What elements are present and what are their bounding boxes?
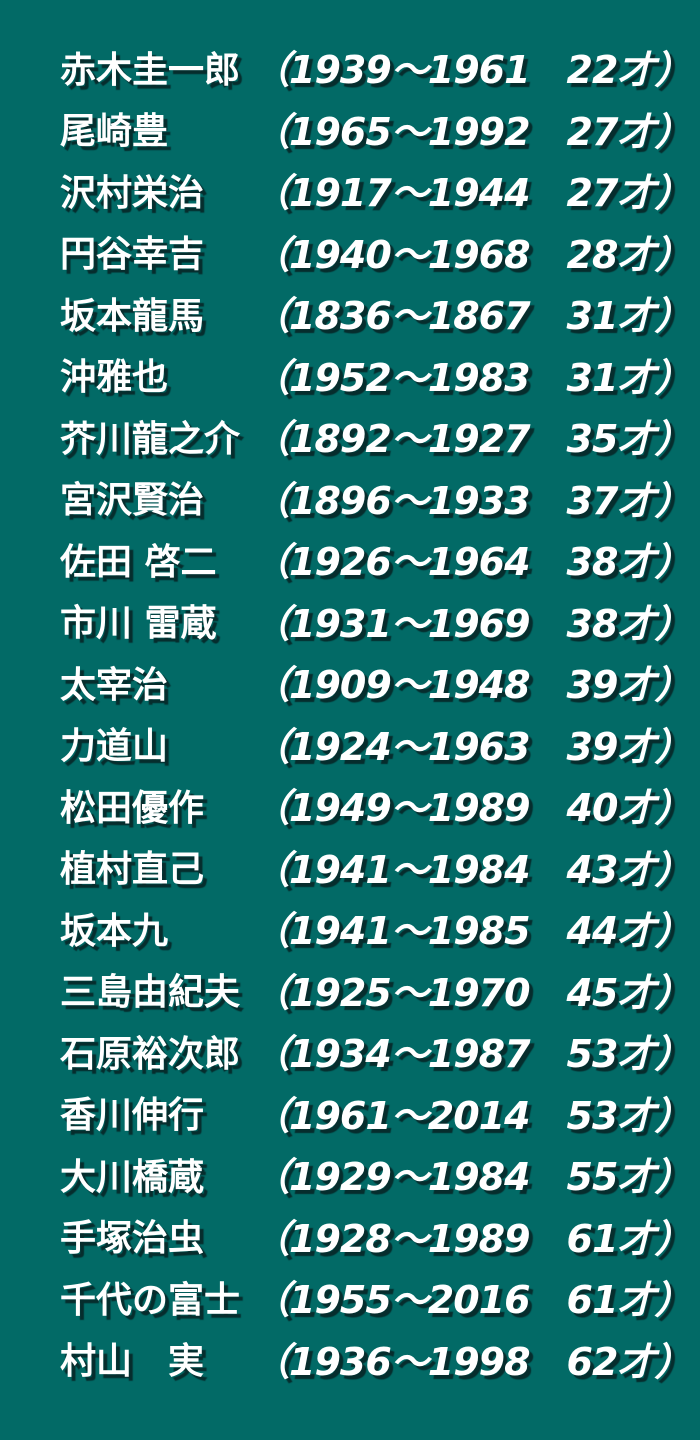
person-dates: （1924～1963 39才） xyxy=(252,724,692,769)
person-dates: （1961～2014 53才） xyxy=(252,1093,692,1138)
person-name: 宮沢賢治 xyxy=(60,480,205,522)
person-name: 円谷幸吉 xyxy=(60,234,205,276)
person-name: 香川伸行 xyxy=(60,1095,205,1137)
person-name: 大川橋蔵 xyxy=(60,1156,205,1198)
person-dates: （1955～2016 61才） xyxy=(252,1278,692,1323)
list-item: 三島由紀夫 （1925～1970 45才） xyxy=(60,959,700,1021)
person-name: 千代の富士 xyxy=(60,1279,241,1321)
list-item: 市川 雷蔵 （1931～1969 38才） xyxy=(60,590,700,652)
list-item: 石原裕次郎 （1934～1987 53才） xyxy=(60,1020,700,1082)
person-dates: （1941～1984 43才） xyxy=(252,847,692,892)
person-name: 沖雅也 xyxy=(60,357,169,399)
person-dates: （1940～1968 28才） xyxy=(252,232,692,277)
person-dates: （1941～1985 44才） xyxy=(252,909,692,954)
person-dates: （1917～1944 27才） xyxy=(252,171,692,216)
list-item: 村山 実 （1936～1998 62才） xyxy=(60,1328,700,1390)
person-name: 沢村栄治 xyxy=(60,172,205,214)
person-name: 石原裕次郎 xyxy=(60,1033,241,1075)
list-item: 沖雅也 （1952～1983 31才） xyxy=(60,344,700,406)
person-dates: （1929～1984 55才） xyxy=(252,1155,692,1200)
list-item: 坂本龍馬 （1836～1867 31才） xyxy=(60,282,700,344)
person-dates: （1965～1992 27才） xyxy=(252,109,692,154)
person-name: 坂本九 xyxy=(60,910,169,952)
list-item: 手塚治虫 （1928～1989 61才） xyxy=(60,1205,700,1267)
list-item: 赤木圭一郎 （1939～1961 22才） xyxy=(60,36,700,98)
list-item: 力道山 （1924～1963 39才） xyxy=(60,713,700,775)
person-name: 植村直己 xyxy=(60,849,205,891)
person-name: 市川 雷蔵 xyxy=(60,603,217,645)
person-name: 佐田 啓二 xyxy=(60,541,217,583)
person-name: 手塚治虫 xyxy=(60,1218,205,1260)
person-name: 太宰治 xyxy=(60,664,169,706)
list-item: 香川伸行 （1961～2014 53才） xyxy=(60,1082,700,1144)
list-item: 芥川龍之介 （1892～1927 35才） xyxy=(60,405,700,467)
list-item: 沢村栄治 （1917～1944 27才） xyxy=(60,159,700,221)
list-item: 松田優作 （1949～1989 40才） xyxy=(60,774,700,836)
list-item: 太宰治 （1909～1948 39才） xyxy=(60,651,700,713)
person-dates: （1931～1969 38才） xyxy=(252,601,692,646)
person-dates: （1896～1933 37才） xyxy=(252,478,692,523)
person-dates: （1934～1987 53才） xyxy=(252,1032,692,1077)
person-dates: （1928～1989 61才） xyxy=(252,1216,692,1261)
person-name: 松田優作 xyxy=(60,787,205,829)
person-dates: （1909～1948 39才） xyxy=(252,663,692,708)
person-name: 村山 実 xyxy=(60,1341,205,1383)
person-dates: （1892～1927 35才） xyxy=(252,417,692,462)
person-name: 赤木圭一郎 xyxy=(60,49,241,91)
person-name: 坂本龍馬 xyxy=(60,295,205,337)
list-item: 尾崎豊 （1965～1992 27才） xyxy=(60,98,700,160)
list-item: 坂本九 （1941～1985 44才） xyxy=(60,897,700,959)
person-name: 力道山 xyxy=(60,726,169,768)
person-name: 尾崎豊 xyxy=(60,111,169,153)
person-dates: （1925～1970 45才） xyxy=(252,970,692,1015)
list-item: 千代の富士 （1955～2016 61才） xyxy=(60,1266,700,1328)
person-dates: （1926～1964 38才） xyxy=(252,540,692,585)
list-item: 植村直己 （1941～1984 43才） xyxy=(60,836,700,898)
person-name: 芥川龍之介 xyxy=(60,418,241,460)
list-item: 宮沢賢治 （1896～1933 37才） xyxy=(60,467,700,529)
person-dates: （1939～1961 22才） xyxy=(252,48,692,93)
person-dates: （1836～1867 31才） xyxy=(252,294,692,339)
list-item: 佐田 啓二 （1926～1964 38才） xyxy=(60,528,700,590)
person-dates: （1949～1989 40才） xyxy=(252,786,692,831)
person-dates: （1936～1998 62才） xyxy=(252,1339,692,1384)
person-dates: （1952～1983 31才） xyxy=(252,355,692,400)
list-item: 円谷幸吉 （1940～1968 28才） xyxy=(60,221,700,283)
person-name: 三島由紀夫 xyxy=(60,972,241,1014)
list-item: 大川橋蔵 （1929～1984 55才） xyxy=(60,1143,700,1205)
